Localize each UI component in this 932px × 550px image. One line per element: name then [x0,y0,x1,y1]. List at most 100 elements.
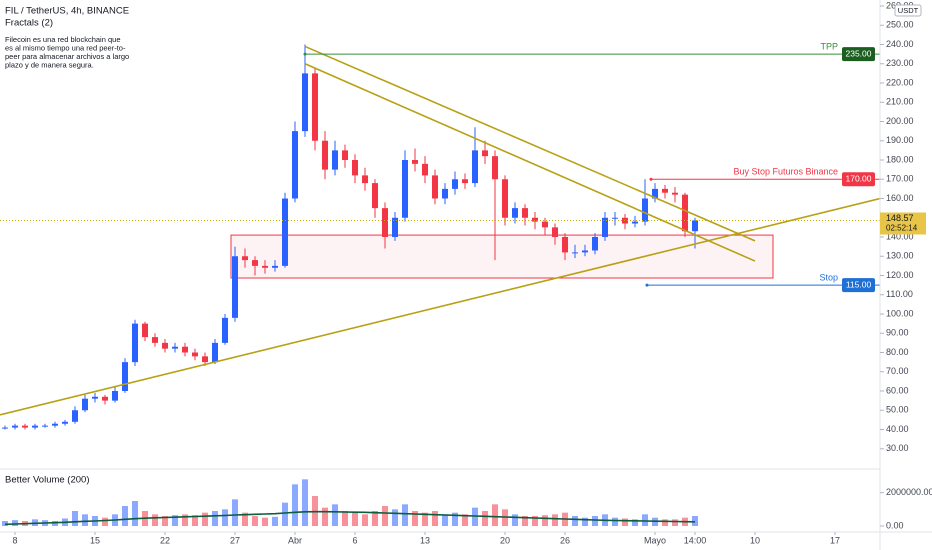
y-tick-label: 30.00 [886,443,909,453]
candle-body [482,150,488,157]
volume-bar [402,504,408,526]
volume-bar [392,509,398,526]
y-tick-label: 250.00 [886,20,914,30]
volume-bar [362,514,368,526]
volume-bar [252,516,258,526]
volume-bar [612,517,618,526]
candle-body [582,250,588,253]
candle-body [92,396,98,399]
x-tick-label: 8 [12,535,17,545]
level-price-label: 235.00 [846,48,872,58]
x-tick-label: 27 [230,535,240,545]
volume-tick-label: 0.00 [886,520,904,530]
y-tick-label: 130.00 [886,251,914,261]
y-tick-label: 190.00 [886,135,914,145]
volume-bar [262,517,268,526]
candle-body [682,194,688,232]
candle-body [642,198,648,222]
description-line: peer para almacenar archivos a largo [5,52,129,61]
volume-bar [482,511,488,526]
candle-body [2,427,8,429]
candle-body [382,208,388,237]
current-price-label: 148.57 [886,213,914,223]
candle-body [52,423,58,426]
candle-body [492,156,498,180]
y-tick-label: 40.00 [886,424,909,434]
y-tick-label: 80.00 [886,347,909,357]
candle-body [32,425,38,428]
volume-bar [442,514,448,526]
candle-body [662,188,668,193]
volume-bar [282,502,288,526]
candle-body [122,362,128,391]
candle-body [652,188,658,199]
candle-body [402,160,408,218]
y-tick-label: 220.00 [886,77,914,87]
candle-body [522,208,528,218]
candle-body [532,217,538,222]
level-text: TPP [820,42,838,52]
volume-bar [302,479,308,526]
candle-body [202,356,208,363]
x-tick-label: 22 [160,535,170,545]
y-tick-label: 90.00 [886,328,909,338]
candle-body [12,425,18,428]
volume-bar [512,514,518,526]
level-anchor [649,177,653,181]
volume-bar [662,519,668,526]
volume-bar [462,514,468,526]
volume-bar [352,512,358,526]
volume-pane [2,479,698,526]
volume-bar [532,516,538,526]
volume-bar [102,517,108,526]
x-tick-label: 20 [500,535,510,545]
volume-bar [622,518,628,526]
candle-body [442,188,448,199]
level-price-label: 115.00 [846,279,872,289]
candle-body [412,160,418,164]
x-tick-label: 17 [830,535,840,545]
currency-badge[interactable] [894,4,922,17]
volume-bar [192,515,198,526]
volume-bar [412,511,418,526]
volume-bar [342,511,348,526]
y-tick-label: 110.00 [886,289,913,299]
candle-body [102,396,108,401]
volume-bar [132,501,138,526]
candle-body [132,323,138,363]
y-tick-label: 160.00 [886,193,914,203]
candle-body [362,175,368,184]
zone-box [230,234,774,279]
candle-body [292,131,298,199]
candle-body [212,342,218,363]
candle-body [192,352,198,357]
volume-bar [572,516,578,526]
candle-body [332,150,338,170]
candle-body [692,220,698,232]
indicator-name: Fractals (2) [5,18,53,29]
candle-body [222,317,228,343]
y-tick-label: 230.00 [886,58,914,68]
currency: USDT [898,6,919,15]
candle-body [112,391,118,401]
candle-body [622,217,628,224]
candle-body [602,217,608,237]
description-line: plazo y de manera segura. [5,60,94,69]
volume-bar [452,512,458,526]
overlay: FIL / TetherUS, 4h, BINANCE Fractals (2)… [5,4,926,486]
candle-body [282,198,288,266]
volume-bar [592,516,598,526]
candle-body [592,237,598,251]
volume-bar [292,484,298,526]
candle-body [322,140,328,170]
y-tick-label: 140.00 [886,231,914,241]
volume-bar [372,511,378,526]
volume-bar [322,507,328,526]
volume-bar [212,511,218,526]
y-tick-label: 170.00 [886,174,914,184]
y-tick-label: 210.00 [886,97,914,107]
candle-body [612,217,618,219]
volume-bar [82,514,88,526]
x-tick-label: Mayo [644,535,666,545]
